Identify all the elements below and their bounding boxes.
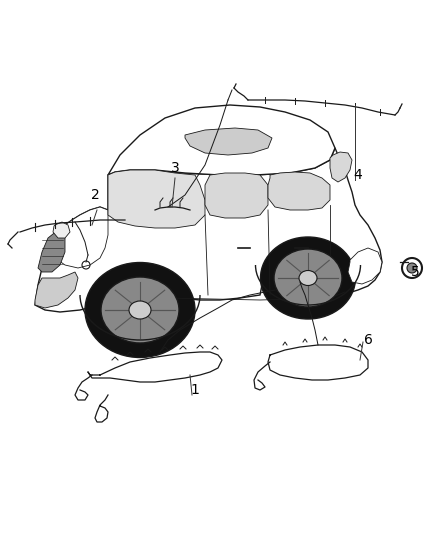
Text: 3: 3 [171,161,180,175]
Polygon shape [50,207,108,268]
Text: 6: 6 [364,333,372,347]
Polygon shape [35,148,382,312]
Ellipse shape [101,277,179,343]
Circle shape [407,263,417,273]
Ellipse shape [129,301,151,319]
Ellipse shape [261,237,356,319]
Polygon shape [108,105,335,175]
Polygon shape [205,173,268,218]
Polygon shape [330,152,352,182]
Ellipse shape [85,262,195,358]
Polygon shape [268,345,368,380]
Polygon shape [348,248,382,284]
Text: 4: 4 [353,168,362,182]
Polygon shape [38,230,65,272]
Polygon shape [88,352,222,382]
Polygon shape [35,272,78,308]
Polygon shape [185,128,272,155]
Ellipse shape [274,249,342,307]
Polygon shape [268,172,330,210]
Text: 1: 1 [191,383,199,397]
Polygon shape [108,170,205,228]
Text: 2: 2 [91,188,99,202]
Ellipse shape [299,271,317,286]
Polygon shape [53,222,70,238]
Text: 5: 5 [411,265,419,279]
